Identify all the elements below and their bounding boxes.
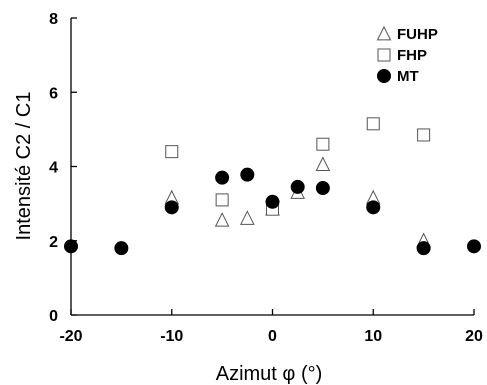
y-axis-title: Intensité C2 / C1: [13, 92, 35, 241]
point-mt: [64, 239, 78, 254]
legend-marker-fuhp: [376, 25, 392, 41]
point-mt: [315, 181, 330, 196]
tick-labels: 0 2 4 6 8 -20 -10 0 10 20: [49, 11, 483, 345]
point-mt: [290, 179, 305, 194]
point-mt: [114, 241, 129, 256]
y-tick-label: 6: [49, 85, 58, 102]
point-fhp: [316, 137, 330, 151]
point-fhp: [215, 193, 229, 207]
point-fhp: [417, 128, 431, 142]
point-mt: [416, 241, 431, 256]
legend-label-fuhp: FUHP: [397, 26, 438, 43]
series-fuhp: [164, 156, 431, 248]
legend: FUHP FHP MT: [376, 25, 438, 85]
point-mt: [265, 194, 280, 209]
point-mt: [240, 167, 255, 182]
legend-label-fhp: FHP: [397, 47, 427, 64]
series-mt: [64, 167, 481, 256]
series-layer: [64, 117, 481, 256]
x-tick-label: 10: [364, 328, 382, 345]
x-tick-label: -20: [59, 328, 82, 345]
point-mt: [366, 200, 381, 215]
point-fuhp: [240, 210, 255, 225]
point-fuhp: [214, 212, 230, 227]
y-tick-label: 8: [49, 11, 58, 28]
legend-label-mt: MT: [397, 68, 419, 85]
legend-marker-mt: [377, 69, 391, 83]
point-mt: [164, 200, 179, 215]
legend-marker-fhp: [377, 48, 391, 62]
x-axis-title: Azimut φ (°): [216, 363, 323, 385]
point-mt: [215, 170, 230, 185]
x-tick-label: 20: [465, 328, 483, 345]
y-tick-label: 0: [49, 308, 58, 325]
point-fhp: [165, 145, 179, 159]
x-tick-label: -10: [160, 328, 183, 345]
x-tick-label: 0: [268, 328, 277, 345]
y-tick-label: 2: [49, 234, 58, 251]
y-tick-label: 4: [49, 160, 58, 177]
ticks: [70, 17, 475, 316]
point-fuhp: [315, 156, 331, 171]
point-mt: [467, 239, 481, 254]
point-fhp: [366, 117, 380, 131]
series-fhp: [165, 117, 431, 216]
